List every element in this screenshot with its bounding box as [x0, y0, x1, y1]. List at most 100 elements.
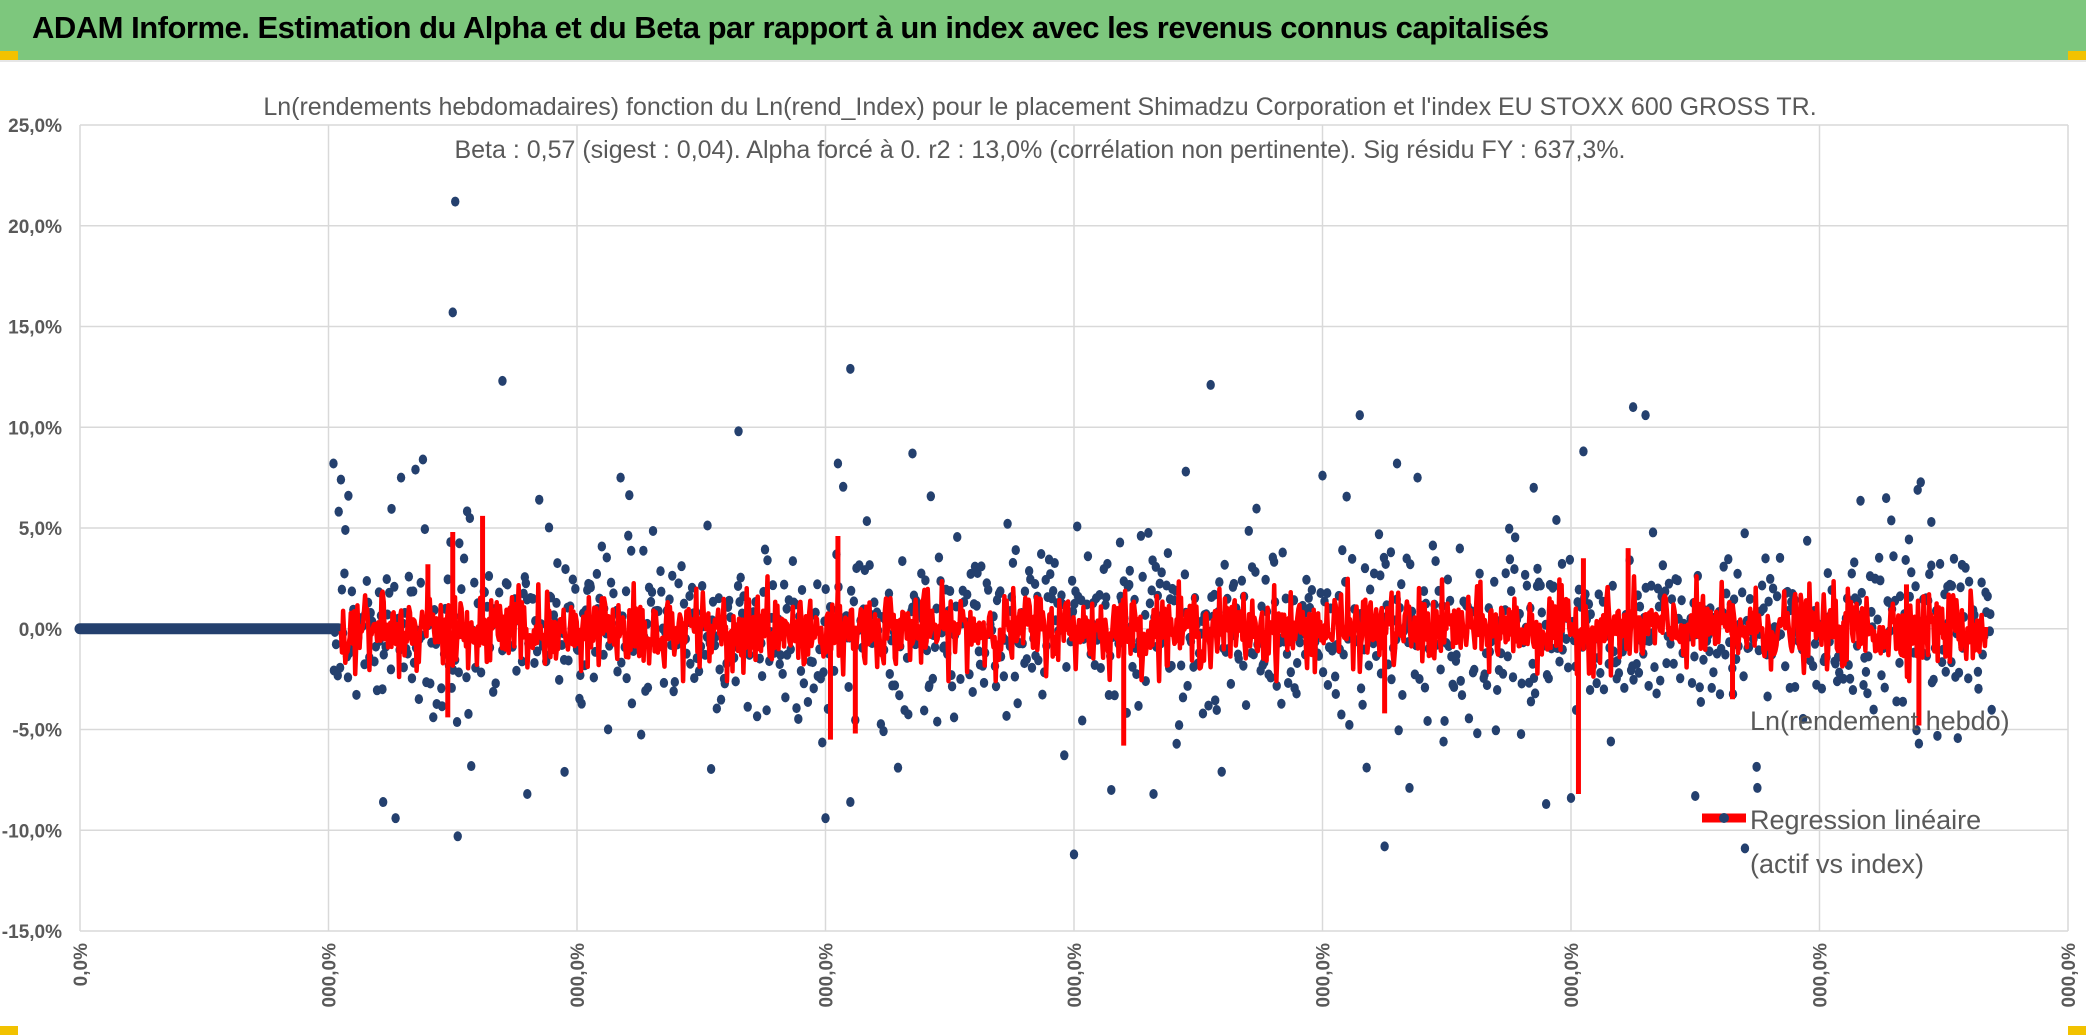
data-point: [1503, 651, 1512, 662]
data-point: [884, 588, 894, 599]
data-point: [1501, 568, 1510, 579]
data-point: [370, 656, 379, 667]
data-point: [1847, 568, 1856, 579]
data-point: [343, 672, 353, 683]
data-point: [1405, 782, 1414, 793]
data-point: [1823, 568, 1833, 579]
data-point: [669, 686, 678, 697]
data-point: [391, 813, 400, 824]
report-title: ADAM Informe. Estimation du Alpha et du …: [32, 10, 1549, 45]
data-point: [991, 681, 1001, 692]
data-point: [813, 579, 822, 590]
data-point: [1394, 725, 1403, 736]
data-point: [639, 545, 648, 556]
data-point: [1863, 688, 1872, 699]
data-point: [1530, 688, 1540, 699]
data-point: [512, 665, 521, 676]
data-point: [1244, 525, 1253, 536]
x-tick-label: 000,0%: [2059, 943, 2080, 1008]
data-point: [1176, 660, 1186, 671]
data-point: [1323, 588, 1332, 599]
data-point: [451, 196, 460, 207]
data-point: [1516, 729, 1526, 740]
data-point: [453, 831, 462, 842]
data-point: [659, 677, 669, 688]
data-point: [1292, 688, 1301, 699]
data-point: [956, 674, 965, 685]
data-point: [733, 580, 743, 591]
data-point: [947, 681, 957, 692]
data-point: [1180, 569, 1190, 580]
data-point: [1392, 458, 1402, 469]
data-point: [844, 681, 853, 692]
data-point: [1953, 733, 1962, 744]
data-point: [1204, 700, 1213, 711]
data-point: [1034, 655, 1043, 666]
data-point: [1522, 580, 1532, 591]
data-point: [1475, 568, 1484, 579]
data-point: [1961, 562, 1970, 573]
data-point: [974, 646, 984, 657]
data-point: [1856, 495, 1865, 506]
data-point: [966, 568, 975, 579]
data-point: [819, 667, 828, 678]
data-point: [1473, 728, 1482, 739]
data-point: [1754, 645, 1764, 656]
data-point: [1913, 484, 1922, 495]
data-point: [788, 556, 798, 567]
data-point: [1895, 657, 1904, 668]
data-point: [609, 588, 618, 599]
data-point: [968, 687, 977, 698]
data-point: [778, 668, 787, 679]
data-point: [1864, 651, 1873, 662]
data-point: [768, 580, 778, 591]
data-point: [624, 530, 633, 541]
data-point: [484, 571, 494, 582]
data-point: [1362, 762, 1371, 773]
data-point: [1947, 580, 1957, 591]
data-point: [1941, 666, 1950, 677]
data-point: [1060, 750, 1069, 761]
data-point: [564, 655, 573, 666]
data-point: [1211, 695, 1220, 706]
data-point: [1492, 685, 1502, 696]
y-tick-label: -10,0%: [2, 821, 62, 842]
data-point: [1365, 584, 1375, 595]
data-point: [782, 603, 791, 614]
data-point: [1740, 528, 1749, 539]
data-point: [1096, 662, 1105, 673]
data-point: [382, 574, 391, 585]
data-point: [1413, 472, 1422, 483]
data-point: [1695, 682, 1704, 693]
data-point: [1647, 580, 1656, 591]
data-point: [996, 586, 1005, 597]
data-point: [1673, 575, 1682, 586]
data-point: [1163, 548, 1173, 559]
data-point: [776, 650, 785, 661]
data-point: [1648, 527, 1658, 538]
data-point: [904, 709, 913, 720]
data-point: [1873, 614, 1882, 625]
data-point: [1083, 551, 1093, 562]
data-point: [597, 541, 607, 552]
data-point: [1510, 532, 1520, 543]
data-point: [414, 694, 424, 705]
data-point: [1954, 667, 1964, 678]
data-point: [953, 532, 962, 543]
data-point: [811, 607, 820, 618]
data-point: [808, 657, 817, 668]
regression-path: [338, 574, 1989, 684]
data-point: [1272, 680, 1281, 691]
data-point: [470, 577, 479, 588]
data-point: [679, 598, 689, 609]
data-point: [491, 678, 500, 689]
data-point: [1566, 793, 1576, 804]
data-point: [1541, 799, 1551, 810]
data-point: [418, 454, 428, 465]
data-point: [1423, 715, 1432, 726]
data-point: [1470, 664, 1479, 675]
x-tick-label: 000,0%: [1811, 943, 1832, 1008]
data-point: [1318, 667, 1328, 678]
data-point: [535, 494, 544, 505]
